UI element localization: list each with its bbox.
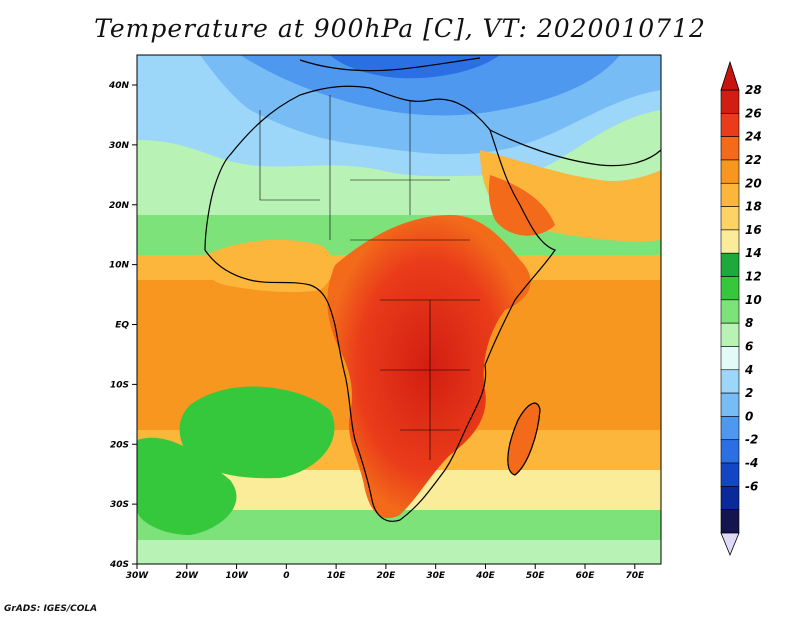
- x-tick-label: 70E: [625, 571, 645, 581]
- colorbar-label: 14: [745, 246, 762, 260]
- colorbar-label: 6: [745, 339, 753, 353]
- colorbar-segment: [721, 207, 739, 230]
- colorbar-label: 10: [745, 293, 762, 307]
- colorbar-segment: [721, 486, 739, 509]
- x-tick-label: 30E: [426, 571, 446, 581]
- colorbar-segment: [721, 230, 739, 253]
- colorbar-segment: [721, 463, 739, 486]
- y-tick-label: 40S: [109, 560, 129, 570]
- colorbar-segment: [721, 160, 739, 183]
- colorbar-label: -4: [745, 456, 758, 470]
- colorbar-label: 0: [745, 409, 753, 423]
- colorbar-label: 4: [744, 363, 753, 377]
- colorbar-segment: [721, 440, 739, 463]
- colorbar-segment: [721, 393, 739, 416]
- x-tick-label: 20E: [377, 571, 397, 581]
- y-axis: 40N 30N 20N 10N EQ 10S 20S 30S 40S: [108, 81, 137, 570]
- colorbar-segment: [721, 370, 739, 393]
- grads-credit: GrADS: IGES/COLA: [4, 604, 97, 614]
- colorbar-label: 26: [745, 106, 762, 120]
- colorbar-label: 8: [745, 316, 753, 330]
- colorbar-segment: [721, 277, 739, 300]
- x-tick-label: 0: [283, 571, 289, 581]
- colorbar-label: 16: [745, 223, 762, 237]
- colorbar-label: 12: [745, 270, 762, 284]
- y-tick-label: EQ: [115, 321, 129, 331]
- colorbar-segment: [721, 253, 739, 276]
- colorbar-segment: [721, 346, 739, 369]
- x-tick-label: 30W: [126, 571, 150, 581]
- colorbar-segment: [721, 90, 739, 113]
- y-tick-label: 10N: [109, 261, 130, 271]
- colorbar-label: 28: [745, 83, 762, 97]
- colorbar-segment: [721, 113, 739, 136]
- temperature-field: [137, 55, 661, 564]
- y-tick-label: 30S: [110, 500, 129, 510]
- x-tick-label: 20W: [176, 571, 200, 581]
- map-figure: 30W 20W 10W 0 10E 20E 30E 40E 50E 60E 70E 40N30N20…: [0, 0, 800, 618]
- x-axis: 30W 20W 10W 0 10E 20E 30E 40E 50E 60E 70E: [126, 564, 645, 581]
- colorbar-segment: [721, 137, 739, 160]
- colorbar-label: 24: [745, 130, 762, 144]
- band-south-8c: [137, 540, 661, 564]
- y-tick-label: 10S: [110, 380, 129, 390]
- up-triangle-icon: [721, 62, 739, 90]
- colorbar-label: 20: [745, 176, 762, 190]
- colorbar-segment: [721, 300, 739, 323]
- x-tick-label: 60E: [576, 571, 596, 581]
- y-tick-label: 20N: [109, 201, 130, 211]
- colorbar-label: 18: [745, 200, 762, 214]
- y-tick-label: 30N: [109, 141, 130, 151]
- y-tick-label: 20S: [110, 440, 129, 450]
- colorbar-segment: [721, 323, 739, 346]
- colorbar-segment: [721, 183, 739, 206]
- y-tick-label: 40N: [108, 81, 130, 91]
- colorbar-segment: [721, 510, 739, 533]
- colorbar-label: 2: [745, 386, 753, 400]
- colorbar-label: -6: [745, 479, 758, 493]
- down-triangle-icon: [721, 533, 739, 555]
- colorbar-label: -2: [745, 433, 758, 447]
- colorbar-segment: [721, 416, 739, 439]
- x-tick-label: 10W: [225, 571, 249, 581]
- x-tick-label: 50E: [526, 571, 546, 581]
- x-tick-label: 10E: [327, 571, 347, 581]
- colorbar-label: 22: [745, 153, 762, 167]
- x-tick-label: 40E: [475, 571, 496, 581]
